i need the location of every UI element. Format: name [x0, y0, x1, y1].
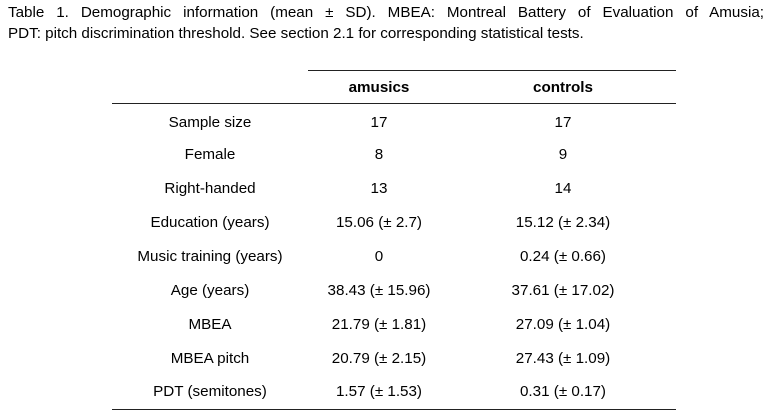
table-row: MBEA 21.79 (± 1.81) 27.09 (± 1.04)	[112, 308, 676, 342]
cell-controls: 27.43 (± 1.09)	[515, 350, 611, 367]
caption-line-1: Table 1. Demographic information (mean ±…	[8, 4, 764, 21]
row-label: Female	[184, 146, 236, 163]
row-label: Education (years)	[150, 214, 270, 231]
cell-amusics: 38.43 (± 15.96)	[327, 282, 431, 299]
cell-amusics: 8	[374, 146, 384, 163]
cell-amusics: 20.79 (± 2.15)	[331, 350, 427, 367]
table-row: Right-handed 13 14	[112, 172, 676, 206]
cell-amusics: 17	[370, 114, 388, 132]
header-controls: controls	[450, 70, 676, 104]
table-row: Age (years) 38.43 (± 15.96) 37.61 (± 17.…	[112, 274, 676, 308]
table-header-row: amusics controls	[112, 70, 676, 104]
header-amusics: amusics	[308, 70, 450, 104]
table-row: PDT (semitones) 1.57 (± 1.53) 0.31 (± 0.…	[112, 375, 676, 410]
row-label: Age (years)	[170, 282, 250, 299]
table-row: Sample size 17 17	[112, 104, 676, 138]
row-label: Sample size	[168, 114, 252, 132]
row-label: MBEA	[188, 316, 232, 333]
cell-controls: 0.24 (± 0.66)	[519, 248, 606, 265]
cell-controls: 15.12 (± 2.34)	[515, 214, 611, 231]
cell-controls: 14	[554, 180, 572, 197]
cell-amusics: 13	[370, 180, 388, 197]
row-label: MBEA pitch	[170, 350, 250, 367]
table-row: MBEA pitch 20.79 (± 2.15) 27.43 (± 1.09)	[112, 342, 676, 376]
row-label: Music training (years)	[137, 248, 283, 265]
cell-amusics: 1.57 (± 1.53)	[308, 375, 450, 410]
cell-controls: 0.31 (± 0.17)	[450, 375, 676, 410]
table-caption: Table 1. Demographic information (mean ±…	[8, 2, 764, 44]
table-row: Music training (years) 0 0.24 (± 0.66)	[112, 240, 676, 274]
header-row-label	[112, 70, 308, 104]
cell-controls: 17	[554, 114, 572, 132]
cell-controls: 9	[558, 146, 568, 163]
table-row: Education (years) 15.06 (± 2.7) 15.12 (±…	[112, 206, 676, 240]
cell-controls: 37.61 (± 17.02)	[511, 282, 615, 299]
row-label: PDT (semitones)	[112, 375, 308, 410]
cell-amusics: 15.06 (± 2.7)	[335, 214, 422, 231]
cell-amusics: 21.79 (± 1.81)	[331, 316, 427, 333]
cell-controls: 27.09 (± 1.04)	[515, 316, 611, 333]
caption-line-2: PDT: pitch discrimination threshold. See…	[8, 25, 584, 42]
row-label: Right-handed	[164, 180, 256, 197]
demographics-table: amusics controls Sample size 17 17 Femal…	[112, 70, 676, 410]
table-row: Female 8 9	[112, 138, 676, 172]
cell-amusics: 0	[374, 248, 384, 265]
